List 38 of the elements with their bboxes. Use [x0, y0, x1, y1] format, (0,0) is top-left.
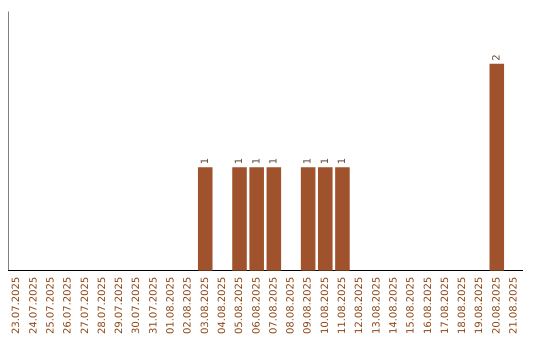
- data-label: 1: [200, 158, 211, 164]
- x-tick-label: 02.08.2025: [182, 276, 194, 334]
- data-label: 1: [302, 158, 314, 164]
- x-tick-label: 08.08.2025: [286, 276, 297, 334]
- data-label: 1: [234, 158, 246, 164]
- x-tick-label: 29.07.2025: [114, 276, 126, 334]
- x-tick-label: 14.08.2025: [388, 276, 400, 334]
- x-tick-label: 18.08.2025: [457, 276, 468, 334]
- x-tick-label: 17.08.2025: [440, 276, 451, 334]
- x-tick-label: 03.08.2025: [200, 276, 211, 334]
- x-tick-label: 04.08.2025: [216, 276, 228, 334]
- x-tick-label: 10.08.2025: [320, 276, 331, 334]
- x-tick-label: 06.08.2025: [251, 276, 262, 334]
- x-tick-label: 07.08.2025: [268, 276, 280, 334]
- x-tick-label: 16.08.2025: [422, 276, 434, 334]
- x-tick-label: 28.07.2025: [96, 276, 108, 334]
- x-tick-label: 31.07.2025: [148, 276, 160, 334]
- x-tick-label: 15.08.2025: [406, 276, 417, 334]
- data-label: 1: [268, 158, 280, 164]
- data-label: 1: [320, 158, 331, 164]
- x-tick-label: 23.07.2025: [11, 276, 22, 334]
- data-label: 2: [491, 54, 502, 61]
- x-tick-label: 09.08.2025: [302, 276, 314, 334]
- data-label: 1: [251, 158, 262, 164]
- x-tick-label: 25.07.2025: [45, 276, 56, 334]
- x-tick-label: 01.08.2025: [166, 276, 177, 334]
- x-tick-label: 24.07.2025: [28, 276, 40, 334]
- x-tick-label: 05.08.2025: [234, 276, 246, 334]
- x-tick-label: 19.08.2025: [474, 276, 486, 334]
- x-tick-label: 12.08.2025: [354, 276, 366, 334]
- x-tick-label: 13.08.2025: [371, 276, 382, 334]
- x-tick-label: 30.07.2025: [131, 276, 142, 334]
- x-tick-label: 26.07.2025: [62, 276, 74, 334]
- data-label: 1: [337, 158, 348, 164]
- x-tick-label: 21.08.2025: [508, 276, 520, 334]
- x-tick-label: 20.08.2025: [491, 276, 502, 334]
- x-tick-label: 11.08.2025: [337, 276, 348, 334]
- x-tick-label: 27.07.2025: [80, 276, 91, 334]
